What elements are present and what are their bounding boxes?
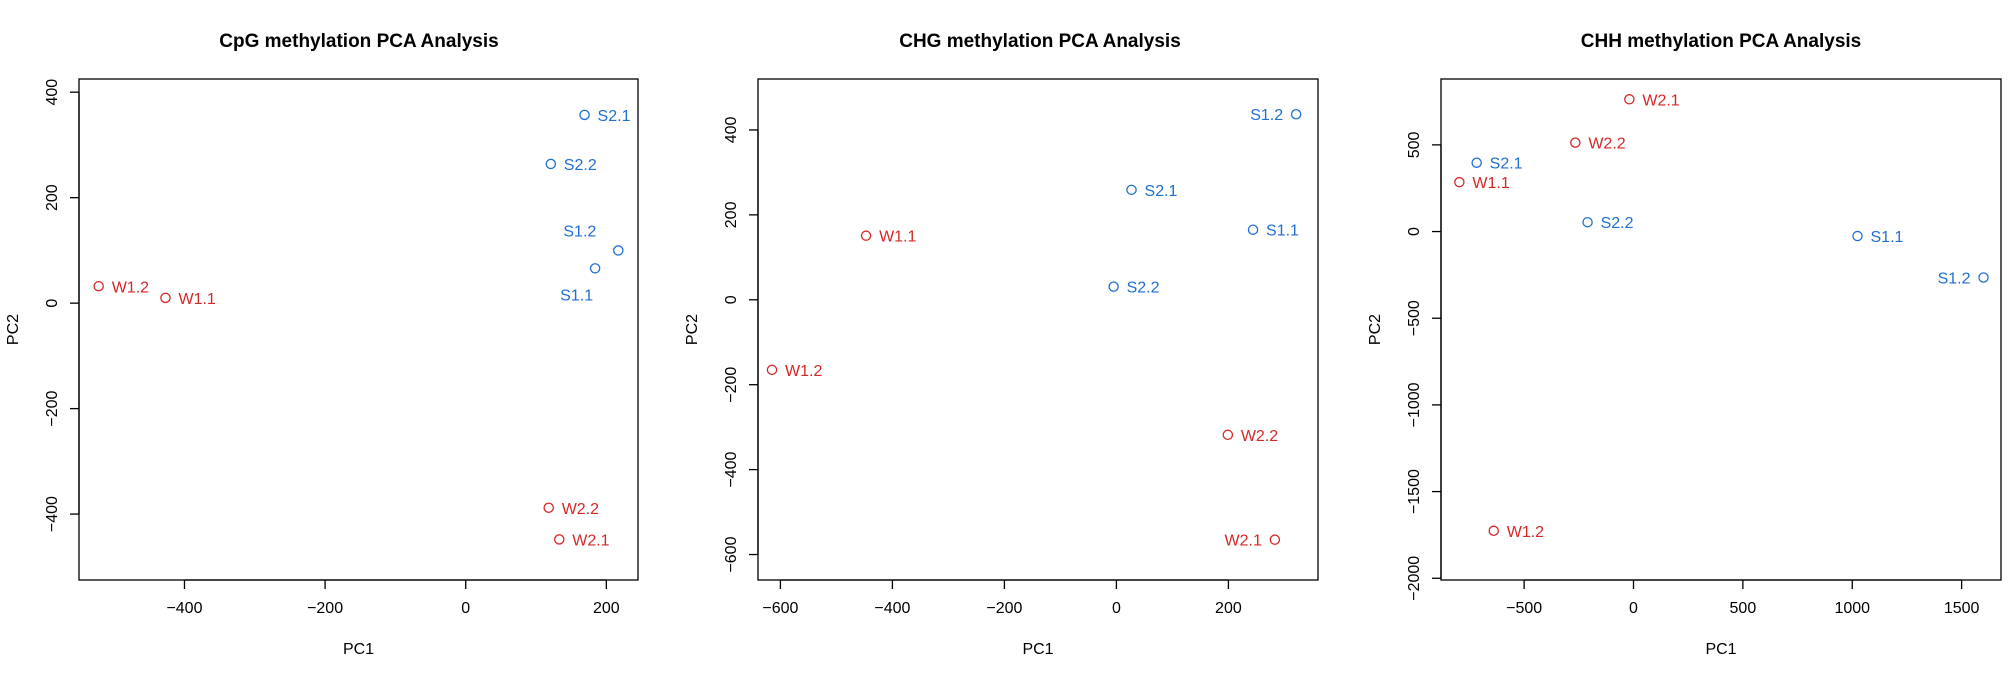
data-point-S2.2 xyxy=(1108,281,1119,292)
point-label-W2.1: W2.1 xyxy=(1225,533,1262,550)
data-point-W1.1 xyxy=(860,230,872,241)
data-point-S1.2 xyxy=(613,245,624,256)
point-label-W1.1: W1.1 xyxy=(879,229,916,246)
x-tick-label: −200 xyxy=(307,600,343,617)
x-tick-label: 0 xyxy=(461,600,470,617)
point-label-S2.2: S2.2 xyxy=(1127,280,1160,297)
y-tick-label: −200 xyxy=(44,390,61,426)
x-axis-label: PC1 xyxy=(1022,641,1053,658)
pca-panel-3: CHH methylation PCA Analysis −500 0 500 1000… xyxy=(1367,31,2002,658)
chart-title: CHG methylation PCA Analysis xyxy=(899,31,1181,52)
data-point-S2.1 xyxy=(579,109,590,121)
y-tick-label: 400 xyxy=(44,79,61,106)
y-tick-label: 0 xyxy=(44,299,61,308)
plot-frame xyxy=(1440,78,2002,581)
y-tick-label: −500 xyxy=(1406,300,1423,336)
data-point-W2.1 xyxy=(1624,94,1635,105)
x-tick-label: 0 xyxy=(1629,600,1638,617)
x-tick-label: 200 xyxy=(593,600,620,617)
x-axis-label: PC1 xyxy=(343,641,374,658)
data-point-S1.1 xyxy=(1247,224,1259,235)
y-axis-label: PC2 xyxy=(684,314,701,345)
point-label-S1.1: S1.1 xyxy=(1871,229,1904,246)
data-point-S2.2 xyxy=(1582,216,1593,228)
point-label-W1.1: W1.1 xyxy=(1472,175,1509,192)
x-tick-label: 1500 xyxy=(1944,600,1980,617)
point-label-S2.2: S2.2 xyxy=(1601,215,1634,232)
data-point-S1.1 xyxy=(589,263,601,274)
point-label-W2.2: W2.2 xyxy=(1241,428,1278,445)
data-point-W2.2 xyxy=(1570,137,1581,148)
y-tick-label: −400 xyxy=(723,451,740,487)
y-tick-label: −1500 xyxy=(1406,469,1423,514)
chart-title: CpG methylation PCA Analysis xyxy=(219,31,498,52)
x-tick-label: 200 xyxy=(1215,600,1242,617)
plot-frame xyxy=(78,78,639,581)
y-tick-label: −200 xyxy=(723,367,740,403)
y-tick-label: −600 xyxy=(723,536,740,572)
point-label-S1.2: S1.2 xyxy=(563,223,596,240)
x-tick-label: −400 xyxy=(874,600,910,617)
x-tick-label: −500 xyxy=(1506,600,1542,617)
point-label-S2.1: S2.1 xyxy=(598,108,631,125)
data-point-W2.2 xyxy=(543,502,554,514)
data-point-W2.1 xyxy=(553,534,565,545)
point-label-W1.2: W1.2 xyxy=(785,363,822,380)
point-label-S2.1: S2.1 xyxy=(1145,183,1178,200)
point-label-W2.1: W2.1 xyxy=(572,532,609,549)
y-tick-label: 0 xyxy=(723,295,740,304)
y-tick-label: 200 xyxy=(723,201,740,228)
point-label-W1.2: W1.2 xyxy=(112,279,149,296)
x-axis-label: PC1 xyxy=(1705,641,1736,658)
data-point-W2.2 xyxy=(1222,429,1234,441)
y-tick-label: 400 xyxy=(723,117,740,144)
point-label-S1.2: S1.2 xyxy=(1938,270,1971,287)
point-label-W2.2: W2.2 xyxy=(1588,136,1625,153)
point-label-S1.1: S1.1 xyxy=(1266,223,1299,240)
y-tick-label: 500 xyxy=(1406,131,1423,158)
data-point-W1.2 xyxy=(1488,525,1499,537)
point-label-S1.2: S1.2 xyxy=(1250,107,1283,124)
y-tick-label: −1000 xyxy=(1406,382,1423,427)
point-label-W2.1: W2.1 xyxy=(1642,92,1679,109)
plot-frame xyxy=(757,78,1319,581)
x-tick-label: −400 xyxy=(166,600,202,617)
x-tick-label: 1000 xyxy=(1834,600,1870,617)
data-point-S1.2 xyxy=(1290,108,1302,120)
point-label-S1.1: S1.1 xyxy=(560,287,593,304)
data-point-W1.2 xyxy=(93,281,104,292)
y-axis-label: PC2 xyxy=(5,314,22,345)
point-label-W2.2: W2.2 xyxy=(562,501,599,518)
data-point-W1.2 xyxy=(766,364,778,376)
x-tick-label: −600 xyxy=(762,600,798,617)
point-label-W1.1: W1.1 xyxy=(178,291,215,308)
point-label-S2.2: S2.2 xyxy=(564,157,597,174)
data-point-S1.2 xyxy=(1978,272,1989,283)
point-label-S2.1: S2.1 xyxy=(1490,156,1523,173)
x-tick-label: 500 xyxy=(1730,600,1757,617)
data-point-S2.2 xyxy=(545,158,557,170)
y-tick-label: −2000 xyxy=(1406,556,1423,601)
pca-panel-1: CpG methylation PCA Analysis −400 −200 0 200… xyxy=(5,31,639,658)
x-tick-label: −200 xyxy=(986,600,1022,617)
y-axis-label: PC2 xyxy=(1367,314,1384,345)
x-tick-label: 0 xyxy=(1112,600,1121,617)
y-tick-label: −400 xyxy=(44,496,61,532)
data-point-S2.1 xyxy=(1126,184,1137,196)
data-point-W1.1 xyxy=(160,292,171,304)
chart-title: CHH methylation PCA Analysis xyxy=(1581,31,1861,52)
y-tick-label: 0 xyxy=(1406,227,1423,236)
data-point-S2.1 xyxy=(1471,157,1482,168)
pca-panel-2: CHG methylation PCA Analysis −600 −400 −200… xyxy=(684,31,1319,658)
point-label-W1.2: W1.2 xyxy=(1507,524,1544,541)
data-point-S1.1 xyxy=(1852,230,1863,242)
data-point-W1.1 xyxy=(1454,176,1465,188)
data-point-W2.1 xyxy=(1269,534,1281,545)
y-tick-label: 200 xyxy=(44,184,61,211)
